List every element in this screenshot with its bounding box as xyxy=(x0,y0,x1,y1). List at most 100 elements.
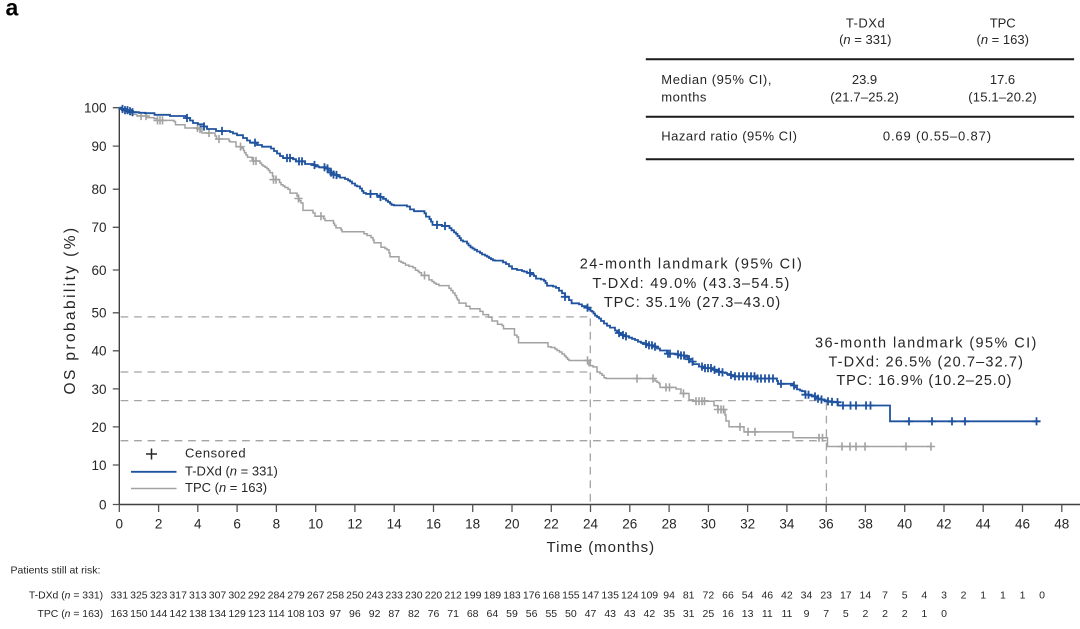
svg-text:16: 16 xyxy=(426,517,441,532)
svg-text:2: 2 xyxy=(862,608,868,620)
svg-text:71: 71 xyxy=(447,608,459,620)
svg-text:8: 8 xyxy=(273,517,281,532)
svg-text:292: 292 xyxy=(248,590,266,602)
svg-text:199: 199 xyxy=(464,590,482,602)
svg-text:2: 2 xyxy=(882,608,888,620)
svg-text:Time (months): Time (months) xyxy=(547,539,655,556)
svg-text:10: 10 xyxy=(308,517,323,532)
svg-text:68: 68 xyxy=(467,608,479,620)
svg-text:2: 2 xyxy=(902,608,908,620)
svg-text:76: 76 xyxy=(428,608,440,620)
svg-text:TPC: 35.1% (27.3–43.0): TPC: 35.1% (27.3–43.0) xyxy=(604,295,781,311)
svg-text:34: 34 xyxy=(801,590,813,602)
svg-text:(n = 163): (n = 163) xyxy=(976,32,1028,47)
svg-text:17.6: 17.6 xyxy=(990,72,1015,87)
svg-text:163: 163 xyxy=(111,608,129,620)
svg-text:168: 168 xyxy=(543,590,561,602)
svg-text:59: 59 xyxy=(506,608,518,620)
svg-text:16: 16 xyxy=(722,608,734,620)
svg-text:42: 42 xyxy=(644,608,656,620)
svg-text:325: 325 xyxy=(130,590,148,602)
svg-text:4: 4 xyxy=(921,590,927,602)
svg-text:43: 43 xyxy=(624,608,636,620)
svg-text:T-DXd (n = 331): T-DXd (n = 331) xyxy=(29,591,103,602)
svg-text:42: 42 xyxy=(936,517,951,532)
svg-text:100: 100 xyxy=(84,101,107,116)
svg-text:Hazard ratio (95% CI): Hazard ratio (95% CI) xyxy=(661,128,797,143)
svg-text:13: 13 xyxy=(742,608,754,620)
svg-text:70: 70 xyxy=(91,220,106,235)
svg-text:47: 47 xyxy=(585,608,597,620)
svg-text:28: 28 xyxy=(662,517,677,532)
svg-text:103: 103 xyxy=(307,608,325,620)
svg-text:92: 92 xyxy=(369,608,381,620)
svg-text:31: 31 xyxy=(683,608,695,620)
svg-text:331: 331 xyxy=(111,590,129,602)
svg-text:317: 317 xyxy=(169,590,187,602)
svg-text:2: 2 xyxy=(961,590,967,602)
svg-text:313: 313 xyxy=(189,590,207,602)
svg-text:72: 72 xyxy=(703,590,715,602)
svg-text:24-month landmark (95% CI): 24-month landmark (95% CI) xyxy=(580,256,804,272)
svg-text:(n = 331): (n = 331) xyxy=(839,32,891,47)
svg-text:46: 46 xyxy=(761,590,773,602)
svg-text:a: a xyxy=(6,0,19,21)
svg-text:(15.1–20.2): (15.1–20.2) xyxy=(968,90,1037,105)
svg-text:302: 302 xyxy=(228,590,246,602)
svg-text:5: 5 xyxy=(902,590,908,602)
svg-text:279: 279 xyxy=(287,590,305,602)
svg-text:155: 155 xyxy=(562,590,580,602)
svg-text:TPC: 16.9% (10.2–25.0): TPC: 16.9% (10.2–25.0) xyxy=(836,373,1012,389)
svg-text:T-DXd (n = 331): T-DXd (n = 331) xyxy=(185,463,278,478)
svg-text:TPC (n = 163): TPC (n = 163) xyxy=(38,609,104,620)
svg-text:150: 150 xyxy=(130,608,148,620)
svg-text:250: 250 xyxy=(346,590,364,602)
svg-text:96: 96 xyxy=(349,608,361,620)
svg-text:40: 40 xyxy=(91,344,106,359)
svg-text:56: 56 xyxy=(526,608,538,620)
svg-text:10: 10 xyxy=(91,458,106,473)
svg-text:87: 87 xyxy=(388,608,400,620)
svg-text:7: 7 xyxy=(823,608,829,620)
svg-text:38: 38 xyxy=(858,517,873,532)
svg-text:23: 23 xyxy=(820,590,832,602)
svg-text:267: 267 xyxy=(307,590,325,602)
svg-text:6: 6 xyxy=(233,517,241,532)
svg-text:66: 66 xyxy=(722,590,734,602)
svg-text:135: 135 xyxy=(601,590,619,602)
svg-text:323: 323 xyxy=(150,590,168,602)
svg-text:14: 14 xyxy=(387,517,403,532)
svg-text:0: 0 xyxy=(116,517,124,532)
svg-text:307: 307 xyxy=(209,590,227,602)
svg-text:5: 5 xyxy=(843,608,849,620)
svg-text:Censored: Censored xyxy=(185,446,246,461)
svg-text:134: 134 xyxy=(209,608,227,620)
svg-text:258: 258 xyxy=(327,590,345,602)
svg-text:11: 11 xyxy=(781,608,792,620)
svg-text:233: 233 xyxy=(385,590,403,602)
svg-text:34: 34 xyxy=(779,517,795,532)
svg-text:43: 43 xyxy=(604,608,616,620)
svg-text:82: 82 xyxy=(408,608,420,620)
svg-text:0.69 (0.55–0.87): 0.69 (0.55–0.87) xyxy=(883,128,992,143)
svg-text:0: 0 xyxy=(99,497,107,512)
svg-text:9: 9 xyxy=(804,608,810,620)
svg-text:1: 1 xyxy=(1020,590,1026,602)
svg-text:46: 46 xyxy=(1015,517,1030,532)
svg-text:44: 44 xyxy=(976,517,992,532)
svg-text:36-month landmark (95% CI): 36-month landmark (95% CI) xyxy=(815,336,1038,352)
svg-text:124: 124 xyxy=(621,590,639,602)
svg-text:30: 30 xyxy=(701,517,716,532)
svg-text:81: 81 xyxy=(683,590,695,602)
svg-text:(21.7–25.2): (21.7–25.2) xyxy=(830,90,899,105)
svg-text:TPC (n = 163): TPC (n = 163) xyxy=(185,480,267,495)
svg-text:109: 109 xyxy=(641,590,659,602)
svg-text:Median (95% CI),: Median (95% CI), xyxy=(661,72,772,87)
svg-text:284: 284 xyxy=(268,590,286,602)
svg-text:138: 138 xyxy=(189,608,207,620)
svg-text:176: 176 xyxy=(523,590,541,602)
svg-text:230: 230 xyxy=(405,590,423,602)
svg-text:42: 42 xyxy=(781,590,793,602)
svg-text:30: 30 xyxy=(91,382,106,397)
svg-text:24: 24 xyxy=(583,517,599,532)
